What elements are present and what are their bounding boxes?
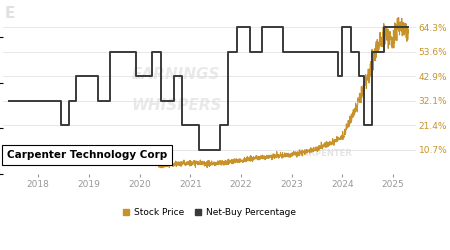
Legend: Stock Price, Net-Buy Percentage: Stock Price, Net-Buy Percentage (119, 204, 299, 221)
Text: EARNINGS: EARNINGS (132, 67, 220, 82)
Text: WHISPERS: WHISPERS (131, 98, 221, 113)
Text: CARPENTER: CARPENTER (297, 149, 353, 158)
Text: E: E (5, 6, 15, 21)
Text: Carpenter Technology Corp: Carpenter Technology Corp (7, 150, 167, 160)
